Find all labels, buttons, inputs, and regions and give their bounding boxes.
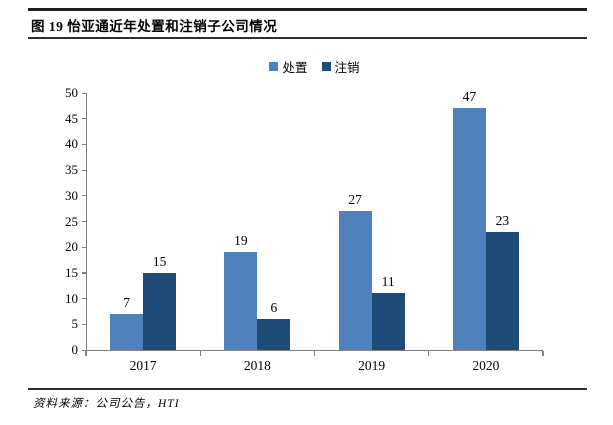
- bar-value-label: 7: [123, 295, 130, 311]
- y-tick: [82, 92, 86, 94]
- bar-value-label: 23: [495, 212, 510, 228]
- x-category-label: 2018: [243, 358, 271, 373]
- legend-label-deregister: 注销: [334, 60, 360, 75]
- bar-处置-2019: [338, 211, 372, 350]
- x-tick: [313, 351, 316, 356]
- bar-注销-2017: [143, 272, 177, 350]
- x-tick: [199, 351, 201, 356]
- title-divider: [28, 37, 587, 39]
- legend-swatch-deregister: [321, 61, 331, 71]
- y-axis: [86, 93, 88, 350]
- y-tick-label: 45: [65, 110, 78, 126]
- legend-swatch-disposal: [269, 61, 279, 71]
- x-category-label: 2017: [129, 358, 157, 373]
- x-category-label: 2019: [358, 358, 386, 373]
- y-tick: [82, 195, 86, 197]
- x-category-label: 2020: [472, 358, 500, 373]
- figure-title: 图 19 怡亚通近年处置和注销子公司情况: [31, 19, 278, 34]
- y-tick: [82, 323, 86, 325]
- y-tick: [82, 246, 86, 248]
- y-tick-label: 0: [71, 342, 79, 357]
- y-tick-label: 15: [65, 264, 78, 280]
- bar-value-label: 27: [348, 192, 362, 208]
- bar-value-label: 19: [234, 233, 248, 249]
- y-tick: [82, 169, 86, 171]
- bar-处置-2017: [110, 314, 144, 350]
- chart-legend: 处置 注销: [86, 57, 543, 76]
- bar-注销-2019: [371, 293, 405, 350]
- bar-处置-2020: [452, 108, 486, 350]
- x-tick: [428, 351, 430, 356]
- y-tick: [82, 298, 86, 300]
- bar-value-label: 6: [270, 300, 278, 316]
- y-tick: [82, 221, 86, 223]
- y-tick-label: 35: [65, 162, 78, 178]
- source-note: 资料来源：公司公告，HTI: [33, 398, 180, 410]
- legend-item-deregister: 注销: [321, 57, 360, 76]
- bar-注销-2020: [485, 231, 519, 350]
- bar-value-label: 11: [381, 274, 395, 290]
- y-tick-label: 20: [65, 239, 78, 255]
- bar-注销-2018: [257, 319, 291, 350]
- bar-value-label: 47: [462, 89, 477, 105]
- legend-item-disposal: 处置: [269, 57, 308, 76]
- bar-处置-2018: [224, 252, 258, 350]
- y-tick-label: 25: [65, 213, 78, 229]
- bar-value-label: 15: [152, 253, 167, 269]
- y-tick-label: 10: [65, 290, 78, 306]
- x-tick: [85, 351, 87, 356]
- y-tick-label: 5: [71, 316, 79, 332]
- y-tick-label: 30: [65, 187, 78, 203]
- x-axis: [86, 350, 543, 352]
- y-tick: [82, 349, 86, 351]
- x-tick: [542, 351, 544, 356]
- y-tick-label: 50: [65, 85, 78, 100]
- y-tick: [82, 272, 86, 274]
- top-rule: [28, 8, 587, 11]
- y-tick: [82, 143, 86, 146]
- y-tick-label: 40: [65, 136, 78, 152]
- legend-label-disposal: 处置: [282, 60, 308, 75]
- source-divider: [28, 388, 587, 390]
- y-tick: [82, 118, 86, 120]
